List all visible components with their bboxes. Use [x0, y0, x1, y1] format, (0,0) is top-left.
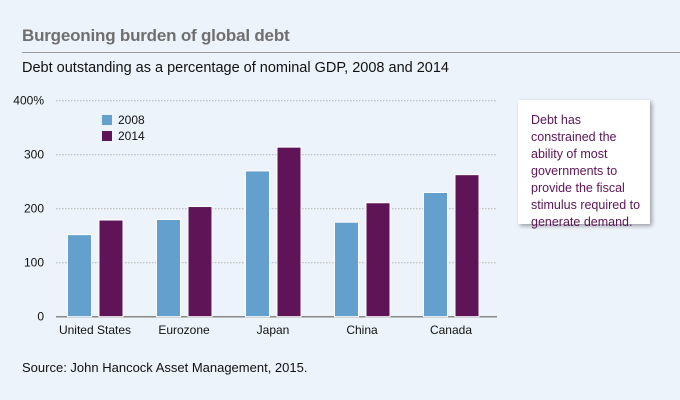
x-tick-label: Japan — [257, 323, 290, 337]
bar-2008-canada — [423, 192, 448, 318]
x-tick-label: United States — [59, 323, 131, 337]
legend-swatch-2008 — [102, 115, 112, 125]
legend-label: 2014 — [118, 129, 145, 143]
bar-2014-china — [365, 202, 391, 318]
x-tick-label: Eurozone — [158, 323, 210, 337]
callout-box: Debt has constrained the ability of most… — [518, 100, 650, 229]
y-tick-label: 200 — [24, 202, 44, 216]
y-tick-label: 300 — [24, 148, 44, 162]
bar-2014-canada — [454, 174, 480, 318]
legend-swatch-2014 — [102, 131, 112, 141]
y-tick-label: 100 — [24, 256, 44, 270]
legend-label: 2008 — [118, 113, 145, 127]
title-divider — [22, 52, 680, 53]
x-tick-label: China — [346, 323, 378, 337]
y-tick-label: 0 — [37, 310, 44, 324]
chart-title: Burgeoning burden of global debt — [22, 26, 290, 45]
y-tick-label: 400% — [13, 94, 44, 108]
bar-2014-united-states — [98, 219, 124, 318]
bar-2014-eurozone — [187, 206, 213, 318]
bar-2008-china — [334, 221, 359, 318]
chart-subtitle: Debt outstanding as a percentage of nomi… — [22, 60, 449, 76]
bar-2014-japan — [276, 146, 302, 318]
source-note: Source: John Hancock Asset Management, 2… — [22, 360, 308, 375]
bar-2008-united-states — [67, 234, 92, 318]
bar-2008-eurozone — [156, 219, 181, 318]
callout-text: Debt has constrained the ability of most… — [531, 113, 641, 229]
x-tick-label: Canada — [430, 323, 472, 337]
bar-2008-japan — [245, 170, 270, 318]
